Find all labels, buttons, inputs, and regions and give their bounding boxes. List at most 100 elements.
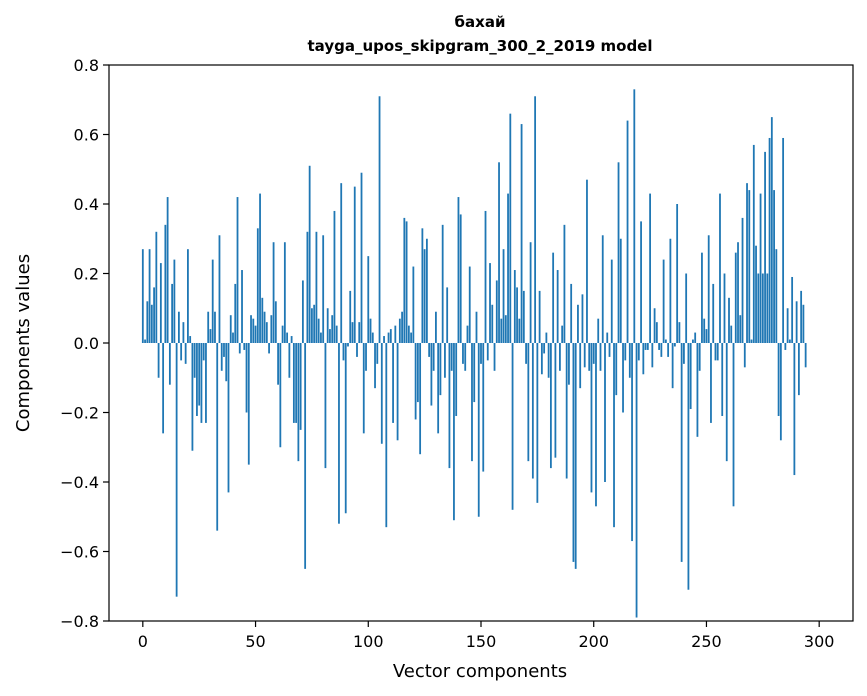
bar [687,343,690,590]
bar [701,252,703,343]
bar [401,311,403,343]
bar [712,283,715,343]
bar [480,343,482,364]
bar [250,315,252,343]
bar [324,343,327,469]
y-tick-label: −0.4 [60,473,99,492]
bar [743,343,746,368]
bar [486,343,489,361]
bar [338,343,340,524]
bar [403,217,406,343]
bar [200,343,203,423]
bar [507,193,509,343]
bar [425,238,428,343]
bar [732,343,735,507]
bar [646,343,649,350]
x-tick-label: 250 [691,632,722,651]
bar [606,332,609,343]
bar [322,235,325,343]
bar [414,343,417,420]
bar [295,343,298,423]
bar [227,343,230,493]
bar [802,304,805,343]
bar [286,332,289,343]
bar [590,343,593,493]
y-axis-label: Components values [13,254,34,432]
bar [685,273,688,343]
bar [547,343,550,378]
bar [752,144,755,343]
bar [804,343,807,368]
bar [549,343,552,469]
bar [604,343,606,482]
bar [651,343,654,368]
bar [365,343,367,371]
bar [162,343,165,434]
bar [613,343,615,528]
bar [662,259,665,343]
bar [482,343,485,472]
bar [536,343,539,503]
bar [759,193,762,343]
bar [254,325,257,344]
bar [683,343,685,364]
x-tick-label: 200 [578,632,609,651]
bar [175,343,178,597]
bar [198,343,201,406]
bar [565,343,568,479]
bar [279,343,282,448]
bar [673,343,676,347]
bar [583,343,586,368]
bar [588,343,591,371]
bar [358,322,361,343]
bar [220,343,223,371]
bar [416,343,419,403]
bar [788,339,791,343]
bar [155,231,158,343]
bar [274,301,277,343]
bar [531,343,534,479]
bar [187,249,189,343]
bars-group [141,89,807,618]
bar [245,343,248,413]
bar [764,151,766,344]
x-tick-label: 0 [138,632,148,651]
bar [714,343,717,361]
bar [353,186,356,344]
bar [150,304,153,343]
bar [412,266,415,343]
bar [347,343,349,347]
bar [374,343,376,389]
bar [340,183,343,343]
x-tick-label: 150 [466,632,497,651]
bar [626,120,629,343]
bar [214,311,216,343]
bar [234,283,237,343]
bar [664,339,667,343]
bar [211,259,214,343]
bar [739,315,742,343]
bar [705,329,708,343]
bar [180,343,183,361]
x-tick-label: 50 [245,632,265,651]
y-tick-label: −0.2 [60,404,99,423]
bar [554,343,557,458]
bar [698,343,701,371]
bar [730,325,733,344]
y-tick-label: 0.4 [74,195,99,214]
bar [522,290,525,344]
bar [728,297,730,343]
bar [511,343,514,510]
bar [193,343,196,378]
bar [177,311,180,343]
x-tick-label: 100 [353,632,384,651]
bar [800,290,803,344]
bar [297,343,300,462]
bar [351,322,354,343]
bar [205,343,207,423]
bar [489,263,491,343]
bar [556,270,559,343]
bar [797,343,800,396]
bar [173,259,176,343]
